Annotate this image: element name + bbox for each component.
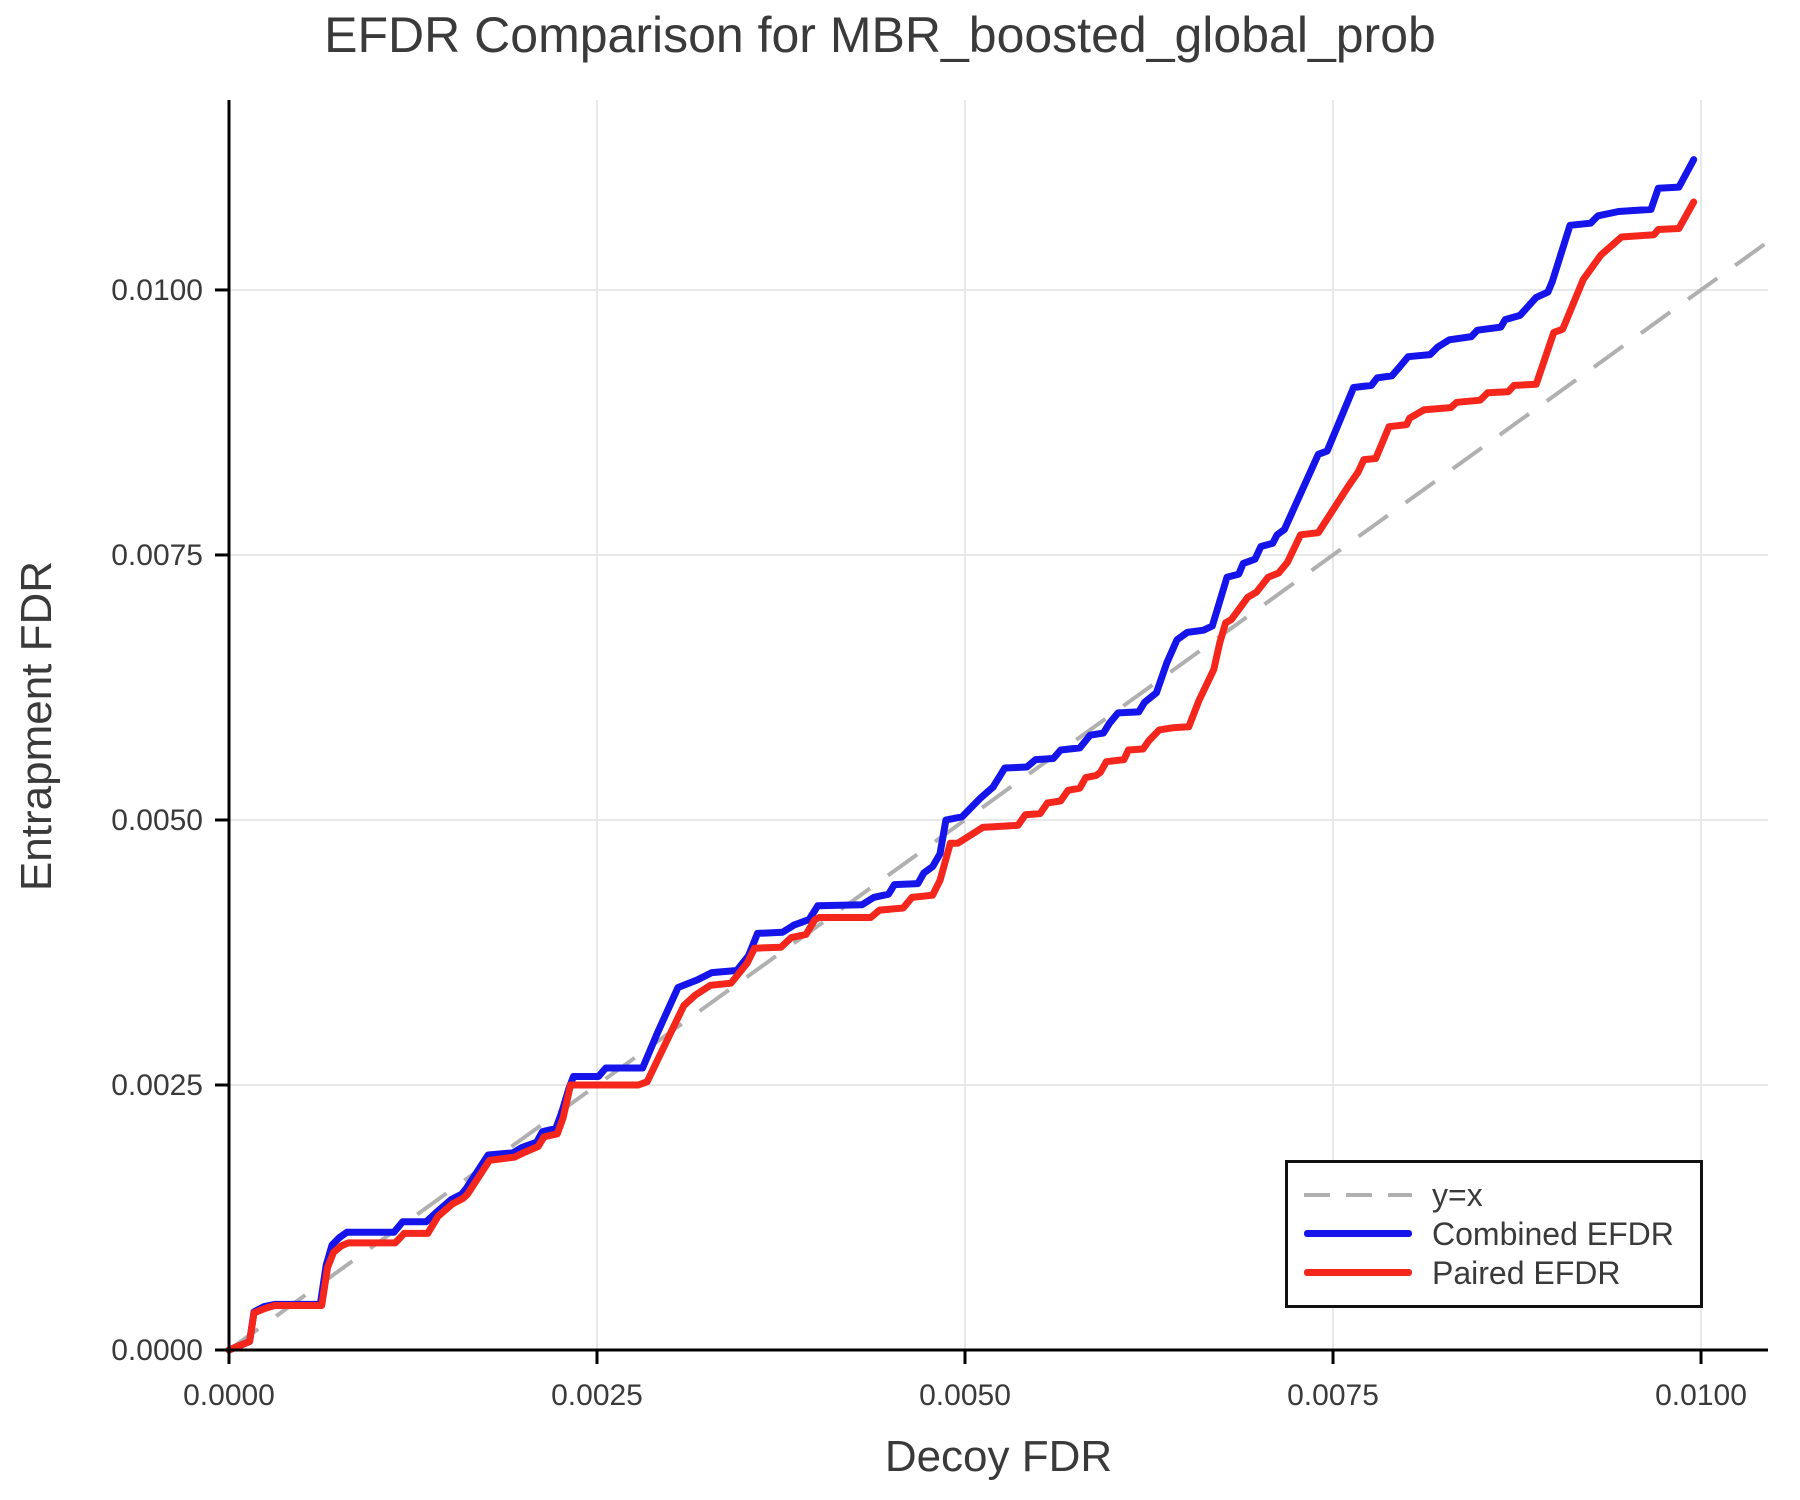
y-tick-label: 0.0075	[111, 539, 203, 572]
y-tick-label: 0.0050	[111, 804, 203, 837]
combined-line-swatch	[1304, 1230, 1412, 1237]
x-tick-label: 0.0000	[183, 1379, 275, 1412]
y-tick-label: 0.0025	[111, 1069, 203, 1102]
x-tick-label: 0.0100	[1655, 1379, 1747, 1412]
legend-row-paired: Paired EFDR	[1304, 1253, 1700, 1292]
series-line-paired-efdr	[225, 198, 1698, 1354]
y-tick-label: 0.0000	[111, 1334, 203, 1367]
legend: y=x Combined EFDR Paired EFDR	[1285, 1160, 1703, 1308]
x-axis-label: Decoy FDR	[884, 1432, 1113, 1481]
y-axis-label: Entrapment FDR	[12, 560, 61, 892]
series-line-combined-efdr	[225, 156, 1698, 1354]
paired-line-swatch	[1304, 1269, 1412, 1276]
legend-label-paired: Paired EFDR	[1432, 1254, 1621, 1291]
chart-title: EFDR Comparison for MBR_boosted_global_p…	[324, 7, 1436, 63]
legend-row-identity: y=x	[1304, 1175, 1700, 1214]
identity-line-swatch	[1304, 1192, 1412, 1197]
x-tick-label: 0.0075	[1287, 1379, 1379, 1412]
x-tick-label: 0.0050	[919, 1379, 1011, 1412]
legend-label-identity: y=x	[1432, 1176, 1483, 1213]
y-tick-label: 0.0100	[111, 274, 203, 307]
legend-row-combined: Combined EFDR	[1304, 1214, 1700, 1253]
x-tick-label: 0.0025	[551, 1379, 643, 1412]
legend-label-combined: Combined EFDR	[1432, 1215, 1674, 1252]
